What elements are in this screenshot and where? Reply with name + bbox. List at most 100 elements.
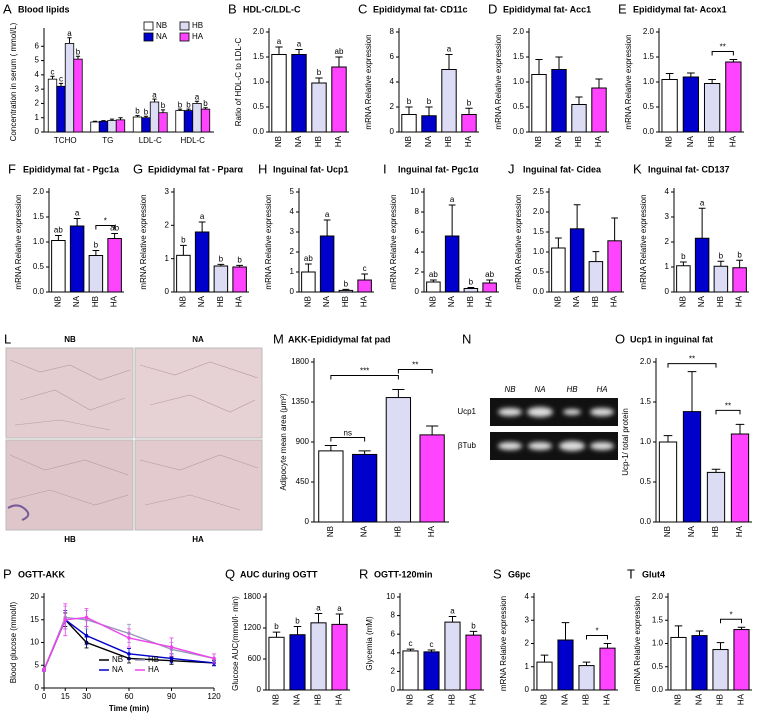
x-tick-label: NA [293, 693, 302, 705]
panel-letter: E [618, 1, 627, 16]
x-tick-label: NA [561, 693, 570, 705]
panel-letter: L [4, 331, 11, 346]
legend-label: NB [156, 21, 167, 30]
significance-letter: a [337, 604, 342, 613]
line [43, 616, 215, 671]
error-bar [405, 106, 413, 115]
panel-letter: O [615, 331, 625, 346]
bar [571, 104, 587, 133]
error-bar [177, 108, 183, 111]
y-tick-label: 2.5 [533, 187, 545, 196]
chart-title: Epididymal fat - Pgc1a [23, 164, 120, 174]
error-bar [717, 260, 725, 267]
x-tick-label: NB [53, 296, 62, 307]
lane-label: HB [566, 385, 578, 394]
x-tick-label: HA [427, 525, 436, 537]
bracket-label: *** [360, 367, 369, 376]
chart-title: HDL-C/LDL-C [243, 4, 301, 14]
error-bar [293, 625, 302, 635]
significance-letter: b [737, 250, 742, 259]
bar [232, 266, 247, 293]
bar [658, 441, 678, 523]
error-bar [573, 204, 581, 229]
x-tick-label: HB [466, 296, 475, 307]
y-tick-label: 2 [665, 237, 670, 246]
significance-bracket [586, 635, 608, 640]
chart-panel: C Epididymal fat- CD11c mRNA Relative expr… [358, 1, 479, 147]
x-tick-label: NA [197, 295, 206, 307]
y-tick-label: 2 [525, 639, 530, 648]
chart-panel: R OGTT-120min Glycemia (mM) 0 2 4 6 8 10 c NB c NA a H… [359, 566, 484, 705]
y-tick-label: 8 [391, 611, 396, 620]
bar [213, 265, 229, 293]
bar [706, 471, 726, 523]
significance-letter: ab [485, 270, 494, 279]
legend-swatch [143, 21, 154, 31]
significance-letter: b [427, 97, 432, 106]
error-bar [75, 55, 81, 60]
chart-panel: E Epididymal fat- Acox1 mRNA Relative expr… [618, 1, 744, 147]
error-bar [324, 445, 337, 451]
y-tick-label: 10 [410, 187, 419, 196]
bar [319, 235, 335, 293]
y-axis-label: mRNA Relative expression [14, 194, 23, 289]
significance-letter: b [161, 101, 166, 110]
x-tick-label: HB [393, 526, 402, 537]
error-bar [272, 631, 281, 638]
significance-letter: a [450, 195, 455, 204]
x-tick-label: NA [447, 295, 456, 307]
error-bar [55, 235, 62, 241]
bar [310, 622, 327, 691]
chart-title: OGTT-AKK [18, 569, 65, 579]
error-bar [736, 259, 743, 268]
error-bar [708, 79, 716, 84]
y-tick-label: 20 [30, 592, 39, 601]
x-tick-label: 60 [125, 692, 134, 701]
x-tick-label: HA [735, 295, 744, 307]
y-tick-label: 2.0 [533, 207, 545, 216]
y-tick-label: 3 [35, 84, 40, 93]
point [169, 645, 174, 649]
x-tick-label: NA [322, 295, 331, 307]
x-tick-label: NB [674, 694, 683, 705]
error-bar [595, 78, 603, 88]
error-bar [575, 96, 583, 105]
bar [557, 639, 574, 691]
bracket-label: ns [344, 429, 352, 438]
bar [200, 108, 211, 133]
error-bar [186, 108, 191, 111]
significance-letter: b [76, 47, 81, 56]
error-bar [663, 435, 673, 442]
error-bar [111, 233, 118, 239]
error-bar [426, 425, 439, 435]
y-tick-label: 0 [257, 685, 262, 694]
bar [73, 58, 83, 133]
error-bar [674, 625, 683, 638]
x-tick-label: NB [553, 296, 562, 307]
error-bar [335, 613, 344, 625]
x-tick-label: HA [469, 693, 478, 705]
y-axis-label: Glucose AUC(mmol/l· min) [231, 596, 240, 691]
x-tick-label: 90 [167, 692, 176, 701]
y-tick-label: 0.5 [640, 477, 652, 486]
x-tick-label: 30 [82, 692, 91, 701]
bar [730, 433, 750, 523]
error-bar [295, 49, 303, 55]
chart-panel: O Ucp1 in inguinal fat Ucp-1/ total protei… [615, 331, 752, 537]
x-tick-label: NA [424, 135, 433, 147]
y-tick-label: 1800 [243, 592, 261, 601]
bar [423, 651, 440, 691]
error-bar [467, 287, 475, 289]
error-bar [430, 279, 437, 282]
y-tick-label: 1.0 [652, 639, 664, 648]
y-tick-label: 1350 [291, 397, 309, 406]
y-tick-label: 0.5 [643, 102, 655, 111]
error-bar [101, 120, 106, 122]
significance-letter: a [447, 45, 452, 54]
y-tick-label: 0 [415, 287, 420, 296]
micrograph [134, 347, 263, 439]
legend-swatch [143, 32, 154, 42]
error-bar [427, 649, 436, 652]
x-tick-label: HB [574, 136, 583, 147]
